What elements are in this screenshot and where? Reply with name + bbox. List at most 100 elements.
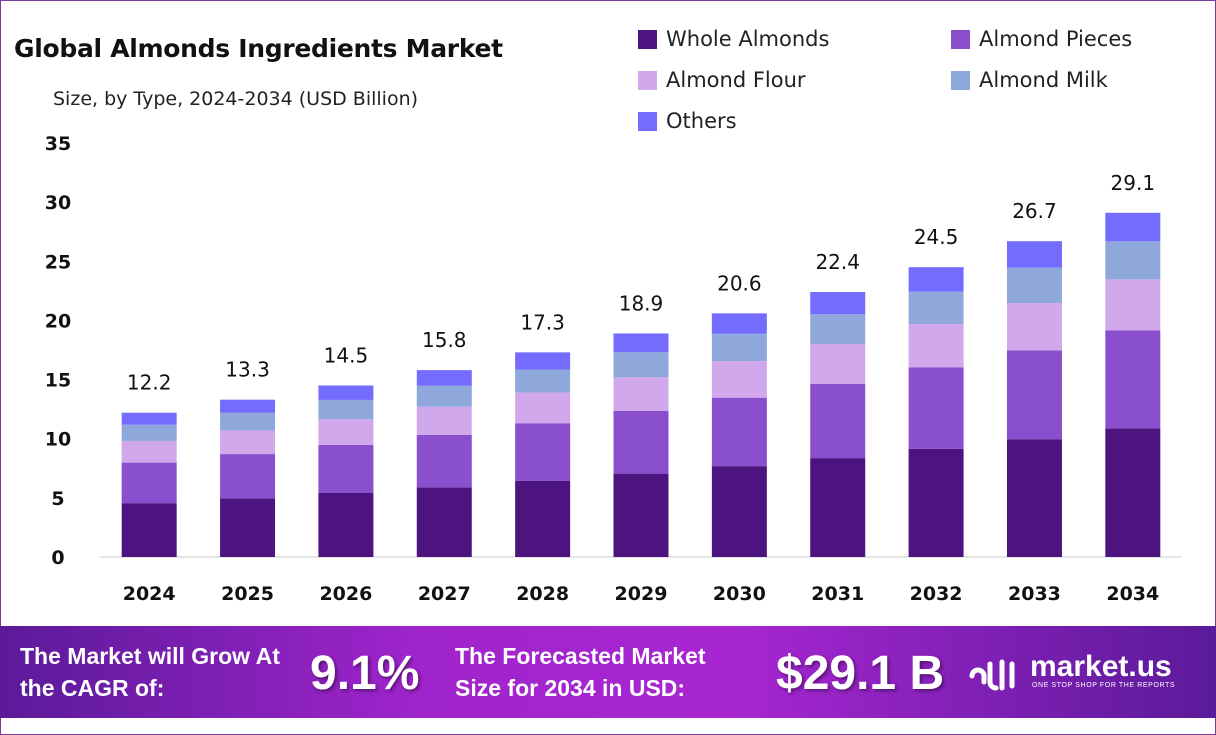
- bar-segment-almond-pieces: [711, 397, 767, 467]
- bar-segment-others: [908, 267, 964, 292]
- x-tick-label: 2026: [319, 583, 372, 605]
- legend-label: Whole Almonds: [666, 27, 830, 51]
- legend-label: Almond Pieces: [979, 27, 1133, 51]
- bar-segment-almond-flour: [1006, 303, 1062, 351]
- bar-segment-whole-almonds: [810, 458, 866, 557]
- bar-segment-almond-milk: [220, 412, 276, 431]
- legend-almond-pieces: Almond Pieces: [951, 27, 1132, 51]
- bar-segment-almond-pieces: [318, 444, 374, 494]
- bar-segment-almond-flour: [515, 392, 571, 424]
- bar-segment-almond-flour: [1105, 279, 1161, 331]
- x-tick-label: 2032: [910, 583, 963, 605]
- x-tick-label: 2024: [123, 583, 176, 605]
- bar-segment-almond-pieces: [121, 462, 177, 504]
- brand-tagline: ONE STOP SHOP FOR THE REPORTS: [1032, 682, 1176, 689]
- bar-segment-others: [416, 370, 472, 386]
- bar-segment-almond-flour: [416, 406, 472, 435]
- bar-chart: 0510152025303512.2202413.3202514.5202615…: [45, 133, 1182, 605]
- x-tick-label: 2027: [418, 583, 471, 605]
- bar-segment-almond-pieces: [416, 434, 472, 488]
- y-tick-label: 15: [45, 370, 71, 392]
- legend-others: Others: [638, 109, 737, 133]
- chart-title: Global Almonds Ingredients Market: [14, 34, 503, 63]
- y-tick-label: 10: [45, 429, 71, 451]
- bar-segment-almond-pieces: [613, 410, 669, 474]
- footer-banner: The Market will Grow At the CAGR of: 9.1…: [0, 626, 1216, 718]
- bar-segment-almond-milk: [515, 369, 571, 393]
- bar-segment-almond-flour: [908, 323, 964, 368]
- y-tick-label: 5: [51, 488, 64, 510]
- bar-segment-almond-milk: [908, 291, 964, 324]
- legend-label: Almond Flour: [666, 68, 806, 92]
- x-tick-label: 2033: [1008, 583, 1061, 605]
- bar-segment-others: [1006, 241, 1062, 268]
- x-tick-label: 2030: [713, 583, 766, 605]
- bar-segment-almond-pieces: [220, 454, 276, 499]
- total-data-label: 20.6: [717, 271, 762, 295]
- bar-segment-others: [613, 333, 669, 353]
- bar-segment-almond-flour: [711, 361, 767, 398]
- cagr-label: The Market will Grow At the CAGR of:: [20, 643, 280, 701]
- bar-segment-almond-pieces: [908, 367, 964, 449]
- bar-segment-whole-almonds: [318, 493, 374, 557]
- bar-segment-almond-pieces: [810, 383, 866, 459]
- bar-segment-whole-almonds: [121, 503, 177, 557]
- y-tick-label: 0: [51, 547, 64, 569]
- legend-swatch: [951, 70, 970, 90]
- bar-segment-almond-flour: [220, 430, 276, 455]
- bar-segment-almond-flour: [121, 440, 177, 463]
- bar-segment-almond-pieces: [1105, 330, 1161, 429]
- total-data-label: 22.4: [815, 250, 860, 274]
- bar-segment-almond-milk: [810, 314, 866, 344]
- bar-segment-almond-milk: [416, 385, 472, 407]
- bar-segment-others: [711, 313, 767, 334]
- bar-segment-whole-almonds: [613, 473, 669, 557]
- x-tick-label: 2025: [221, 583, 274, 605]
- legend-almond-milk: Almond Milk: [951, 68, 1108, 92]
- y-tick-label: 30: [45, 192, 71, 214]
- x-tick-label: 2028: [516, 583, 569, 605]
- cagr-value: 9.1%: [310, 647, 420, 700]
- bar-segment-almond-milk: [613, 352, 669, 378]
- total-data-label: 13.3: [225, 358, 270, 382]
- bar-segment-whole-almonds: [1006, 439, 1062, 557]
- bar-segment-almond-pieces: [515, 423, 571, 481]
- legend-swatch: [951, 29, 970, 49]
- bar-segment-others: [121, 412, 177, 425]
- total-data-label: 12.2: [127, 371, 172, 395]
- legend-swatch: [638, 111, 657, 131]
- bar-segment-others: [220, 399, 276, 413]
- legend-label: Others: [666, 109, 737, 133]
- forecast-label: The Forecasted Market Size for 2034 in U…: [455, 643, 706, 701]
- bar-segment-almond-milk: [1006, 267, 1062, 304]
- total-data-label: 15.8: [422, 328, 467, 352]
- total-data-label: 14.5: [324, 343, 369, 367]
- chart-subtitle: Size, by Type, 2024-2034 (USD Billion): [53, 88, 419, 110]
- bar-segment-almond-pieces: [1006, 350, 1062, 440]
- legend-label: Almond Milk: [979, 68, 1108, 92]
- y-tick-label: 25: [45, 251, 71, 273]
- legend-swatch: [638, 29, 657, 49]
- bar-segment-whole-almonds: [220, 498, 276, 557]
- y-tick-label: 20: [45, 310, 71, 332]
- y-tick-label: 35: [45, 133, 71, 155]
- bar-segment-almond-flour: [613, 377, 669, 411]
- bar-segment-almond-milk: [711, 333, 767, 362]
- bar-segment-whole-almonds: [416, 487, 472, 557]
- legend-swatch: [638, 70, 657, 90]
- bar-segment-others: [318, 385, 374, 400]
- bar-segment-whole-almonds: [908, 448, 964, 557]
- total-data-label: 26.7: [1012, 199, 1057, 223]
- total-data-label: 29.1: [1111, 171, 1156, 195]
- bar-segment-almond-flour: [318, 419, 374, 445]
- brand-name: market.us: [1030, 650, 1172, 683]
- bar-segment-others: [1105, 212, 1161, 242]
- bar-segment-whole-almonds: [515, 480, 571, 557]
- x-tick-label: 2031: [811, 583, 864, 605]
- x-tick-label: 2034: [1106, 583, 1159, 605]
- bar-segment-others: [810, 292, 866, 315]
- market-us-logo-icon: [969, 659, 1015, 691]
- bar-segment-whole-almonds: [711, 466, 767, 557]
- bar-segment-almond-milk: [318, 399, 374, 420]
- bar-segment-others: [515, 352, 571, 370]
